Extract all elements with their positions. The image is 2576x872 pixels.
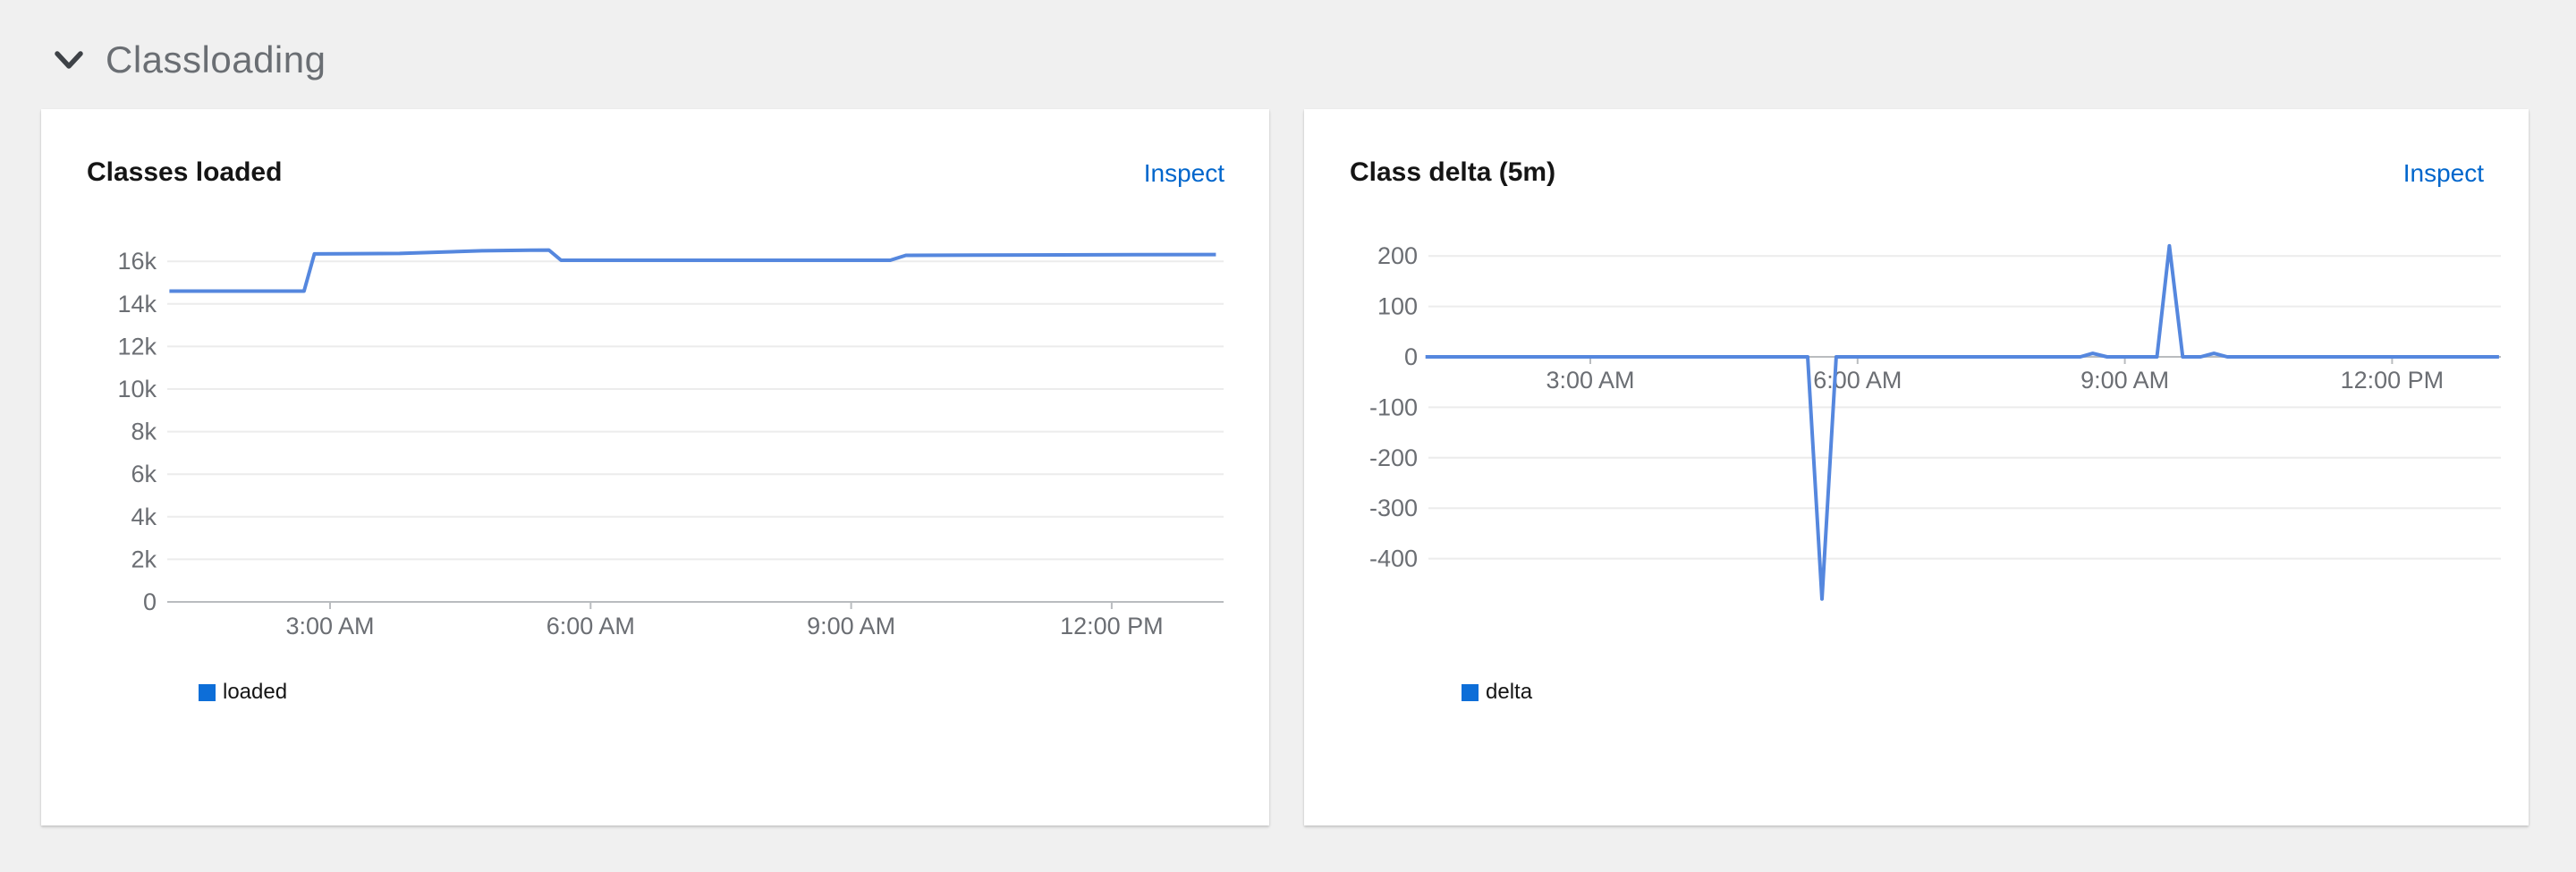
legend-swatch <box>1462 683 1479 701</box>
svg-text:9:00 AM: 9:00 AM <box>807 613 895 639</box>
classes-loaded-card: 0 2k 4k 6k 8k 10k 12k 14k 16k 3:00 AM 6:00 AM 9:00 … <box>41 109 1269 825</box>
classloading-section-header: Classloading <box>52 34 326 86</box>
inspect-link[interactable]: Inspect <box>2402 159 2484 187</box>
svg-text:9:00 AM: 9:00 AM <box>2080 367 2169 394</box>
legend-item-delta[interactable]: delta <box>1462 680 1532 705</box>
svg-text:8k: 8k <box>131 419 157 445</box>
legend-label: loaded <box>223 680 288 704</box>
chart-title: Classes loaded <box>87 157 283 187</box>
inspect-link[interactable]: Inspect <box>1143 159 1224 187</box>
legend-item-loaded[interactable]: loaded <box>199 680 287 705</box>
svg-text:-200: -200 <box>1369 444 1418 471</box>
svg-text:3:00 AM: 3:00 AM <box>1546 367 1634 394</box>
svg-text:-300: -300 <box>1369 495 1418 521</box>
svg-text:-100: -100 <box>1369 394 1418 420</box>
chart-title: Class delta (5m) <box>1350 157 1556 187</box>
svg-text:6:00 AM: 6:00 AM <box>547 613 635 639</box>
legend-label: delta <box>1486 680 1533 704</box>
svg-text:6k: 6k <box>131 461 157 487</box>
svg-text:16k: 16k <box>117 248 157 275</box>
svg-text:200: 200 <box>1377 242 1418 269</box>
svg-text:12:00 PM: 12:00 PM <box>2341 367 2445 394</box>
svg-text:12:00 PM: 12:00 PM <box>1060 613 1164 639</box>
section-title: Classloading <box>106 38 326 80</box>
class-delta-chart: 200 100 0 -100 -200 -300 -400 3:00 AM 6:00 AM 9:0… <box>1369 242 2501 601</box>
svg-text:2k: 2k <box>131 546 157 572</box>
class-delta-card: 200 100 0 -100 -200 -300 -400 3:00 AM 6:00 AM 9:0… <box>1304 109 2529 825</box>
svg-text:12k: 12k <box>117 333 157 360</box>
svg-text:10k: 10k <box>117 376 157 402</box>
svg-text:0: 0 <box>1404 343 1418 370</box>
chevron-down-icon[interactable] <box>52 47 86 73</box>
svg-text:-400: -400 <box>1369 546 1418 572</box>
classes-loaded-chart: 0 2k 4k 6k 8k 10k 12k 14k 16k 3:00 AM 6:00 AM 9:00 … <box>117 248 1224 639</box>
svg-text:6:00 AM: 6:00 AM <box>1813 367 1902 394</box>
svg-text:3:00 AM: 3:00 AM <box>285 613 374 639</box>
svg-text:0: 0 <box>143 588 157 615</box>
svg-text:14k: 14k <box>117 291 157 317</box>
legend-swatch <box>199 683 216 701</box>
svg-text:4k: 4k <box>131 504 157 530</box>
svg-text:100: 100 <box>1377 293 1418 320</box>
